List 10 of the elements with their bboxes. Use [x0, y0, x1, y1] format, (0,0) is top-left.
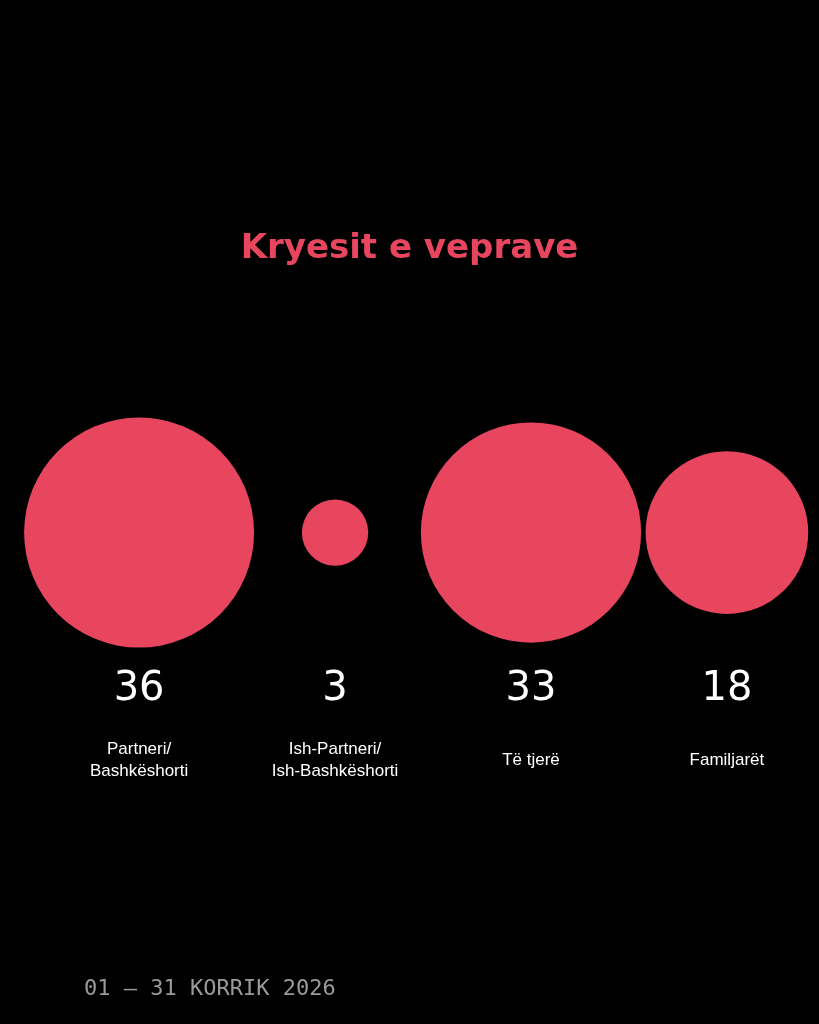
- data-label: 3: [322, 662, 348, 709]
- text: Kryesit e veprave: [240, 225, 579, 266]
- data-label: 36: [113, 662, 165, 709]
- data-label: 33: [505, 662, 557, 709]
- category-label: Familjarët: [689, 749, 765, 769]
- category-label: Të tjerë: [502, 749, 560, 769]
- data-label: 18: [701, 662, 753, 709]
- category-label: Ish-Partneri/ Ish-Bashkëshorti: [271, 738, 399, 780]
- text: 01 – 31 KORRIK 2026: [84, 975, 336, 1000]
- category-label: Partneri/ Bashkëshorti: [89, 738, 189, 780]
